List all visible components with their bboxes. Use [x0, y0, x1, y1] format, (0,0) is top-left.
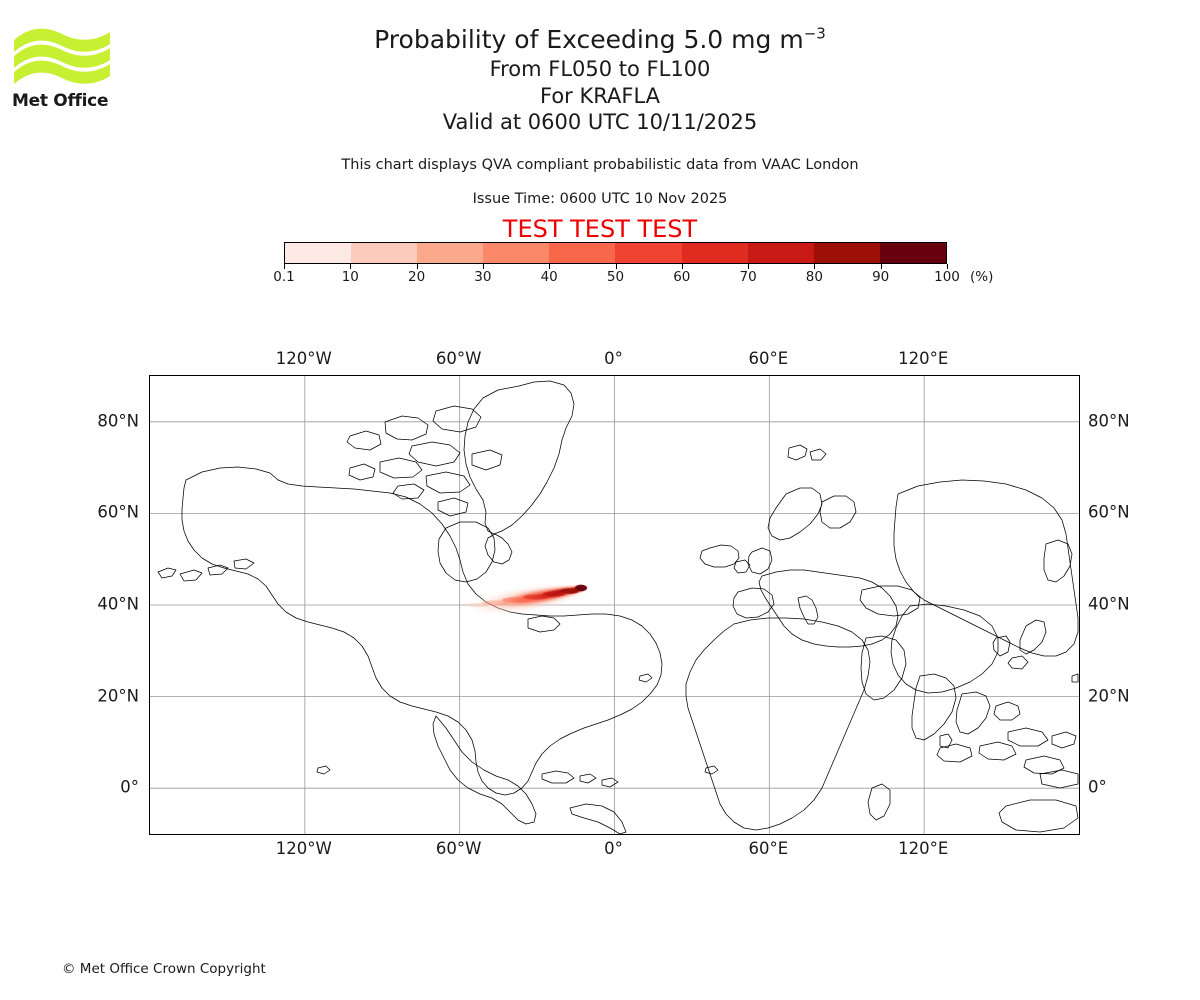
map-canvas	[150, 376, 1079, 834]
colorbar-band-7	[747, 243, 814, 263]
colorbar-tick-label: 0.1	[273, 269, 295, 285]
colorbar-band-2	[417, 243, 484, 263]
lat-tick-right: 0°	[1088, 777, 1107, 797]
lon-tick-bottom: 0°	[604, 839, 623, 858]
lat-tick-left: 80°N	[97, 411, 139, 431]
lat-tick-right: 40°N	[1088, 594, 1130, 614]
colorbar-tickmark	[681, 264, 683, 269]
colorbar-tick-label: 100	[934, 269, 960, 285]
colorbar-tickmark	[615, 264, 617, 269]
lat-tick-right: 60°N	[1088, 502, 1130, 522]
title-flight-levels: From FL050 to FL100	[489, 57, 711, 81]
page-title: Probability of Exceeding 5.0 mg m−3	[0, 24, 1200, 56]
title-valid-time: Valid at 0600 UTC 10/11/2025	[442, 110, 758, 134]
lon-tick-bottom: 120°W	[275, 839, 332, 858]
colorbar-tick-label: 80	[805, 269, 823, 285]
lon-tick-bottom: 60°W	[435, 839, 482, 858]
colorbar-swatches	[284, 242, 947, 264]
map-gridlines	[150, 376, 1079, 834]
chart-title-block: Probability of Exceeding 5.0 mg m−3 From…	[0, 24, 1200, 136]
colorbar-tick-label: 50	[606, 269, 625, 285]
colorbar-band-4	[549, 243, 616, 263]
map-coastlines	[157, 380, 1079, 834]
copyright-label: © Met Office Crown Copyright	[62, 961, 266, 977]
colorbar-band-5	[615, 243, 682, 263]
colorbar-tickmark	[880, 264, 882, 269]
colorbar-tickmark	[549, 264, 551, 269]
colorbar-tickmark	[416, 264, 418, 269]
ash-probability-plume	[466, 582, 590, 616]
title-main-text: Probability of Exceeding 5.0 mg m	[374, 25, 804, 54]
lat-tick-right: 20°N	[1088, 686, 1130, 706]
colorbar-tickmark	[947, 264, 948, 269]
colorbar-tick-label: 70	[739, 269, 757, 285]
colorbar-band-6	[681, 243, 748, 263]
colorbar-band-0	[285, 243, 352, 263]
title-volcano: For KRAFLA	[540, 83, 660, 108]
lon-tick-top: 60°E	[748, 349, 789, 368]
colorbar-tick-label: 20	[408, 269, 426, 285]
colorbar-tick-label: 60	[673, 269, 691, 285]
colorbar-tickmark	[284, 264, 285, 269]
met-office-logo-text: Met Office	[12, 91, 109, 111]
lon-tick-top: 0°	[604, 349, 623, 368]
met-office-wave-icon	[14, 28, 110, 84]
colorbar-tickmark	[350, 264, 352, 269]
colorbar-tick-label: 10	[341, 269, 359, 285]
lat-tick-left: 20°N	[97, 686, 139, 706]
world-map-panel[interactable]	[149, 375, 1080, 835]
colorbar-tick-label: 90	[872, 269, 890, 285]
colorbar-tickmark	[748, 264, 750, 269]
issue-time-label: Issue Time: 0600 UTC 10 Nov 2025	[472, 191, 728, 207]
colorbar-tickmark	[482, 264, 484, 269]
qva-compliance-note: This chart displays QVA compliant probab…	[341, 157, 859, 173]
lon-tick-top: 120°E	[898, 349, 949, 368]
lon-tick-bottom: 120°E	[898, 839, 949, 858]
colorbar-unit-label: (%)	[970, 269, 994, 285]
lat-tick-left: 60°N	[97, 502, 139, 522]
probability-colorbar	[284, 242, 947, 264]
test-banner: TEST TEST TEST	[502, 215, 698, 243]
lat-tick-left: 40°N	[97, 594, 139, 614]
lat-tick-right: 80°N	[1088, 411, 1130, 431]
colorbar-band-3	[483, 243, 550, 263]
met-office-logo: Met Office	[12, 22, 122, 117]
lon-tick-top: 60°W	[435, 349, 482, 368]
lat-tick-left: 0°	[120, 777, 139, 797]
colorbar-tick-axis: 0.1 10 20 30 40 50 60 70 80 90 100	[273, 264, 960, 286]
colorbar-band-9	[879, 243, 946, 263]
title-exponent: −3	[803, 24, 826, 43]
lon-tick-top: 120°W	[275, 349, 332, 368]
colorbar-tick-label: 40	[540, 269, 558, 285]
lon-tick-bottom: 60°E	[748, 839, 789, 858]
colorbar-tickmark	[814, 264, 816, 269]
colorbar-band-1	[351, 243, 418, 263]
colorbar-band-8	[813, 243, 880, 263]
colorbar-tick-label: 30	[474, 269, 492, 285]
